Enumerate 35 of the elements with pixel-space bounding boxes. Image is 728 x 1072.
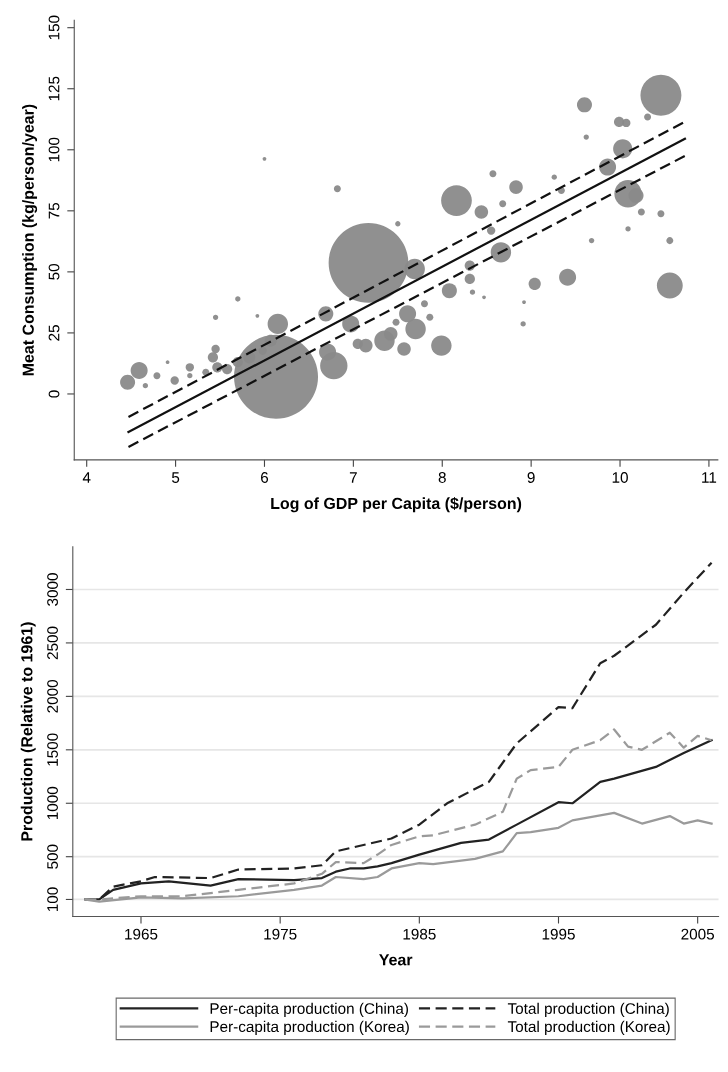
y-tick-label: 0 — [48, 390, 60, 398]
x-axis-title: Log of GDP per Capita ($/person) — [271, 497, 522, 513]
y-tick-label: 500 — [47, 844, 58, 869]
x-tick-label: 10 — [612, 472, 628, 483]
x-tick-label: 9 — [527, 472, 535, 483]
x-tick-label: 6 — [261, 472, 269, 483]
x-axis-title: Year — [379, 954, 413, 966]
x-tick-label: 2005 — [681, 928, 715, 940]
x-tick-label: 7 — [349, 472, 357, 483]
y-tick-label: 2500 — [47, 626, 58, 660]
x-tick-label: 8 — [438, 472, 446, 483]
y-tick-label: 100 — [47, 887, 58, 912]
x-tick-label: 4 — [82, 472, 91, 483]
x-tick-label: 5 — [171, 472, 180, 483]
y-tick-label: 3000 — [47, 573, 58, 606]
y-tick-label: 2000 — [47, 679, 58, 713]
y-tick-label: 125 — [48, 76, 60, 101]
y-tick-label: 50 — [48, 263, 60, 280]
y-axis-title: Production (Relative to 1961) — [20, 622, 36, 841]
y-tick-label: 150 — [48, 15, 60, 40]
legend-label: Per-capita production (China) — [210, 1002, 408, 1017]
x-tick-label: 1965 — [125, 928, 158, 940]
x-tick-label: 1975 — [264, 928, 297, 940]
y-tick-label: 1000 — [47, 786, 58, 820]
x-tick-label: 1985 — [403, 928, 436, 940]
legend-label: Total production (Korea) — [507, 1020, 670, 1036]
y-tick-label: 100 — [48, 137, 60, 162]
legend-label: Total production (China) — [507, 1002, 669, 1017]
legend-label: Per-capita production (Korea) — [210, 1020, 409, 1036]
y-axis-title: Meat Consumption (kg/person/year) — [22, 104, 38, 376]
y-tick-label: 75 — [48, 202, 60, 219]
y-tick-label: 1500 — [47, 733, 58, 766]
x-tick-label: 11 — [702, 472, 717, 483]
y-tick-label: 25 — [48, 325, 60, 341]
x-tick-label: 1995 — [542, 928, 575, 940]
